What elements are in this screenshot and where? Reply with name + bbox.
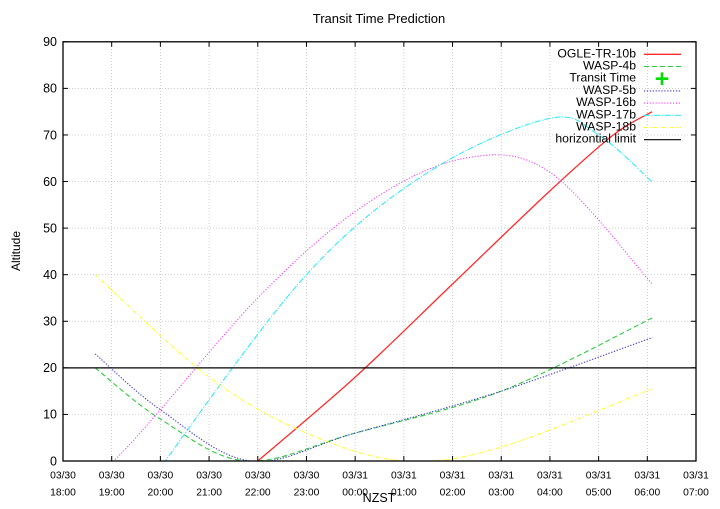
svg-text:03/31: 03/31 <box>586 471 612 482</box>
svg-text:03/30: 03/30 <box>50 471 76 482</box>
svg-text:05:00: 05:00 <box>586 488 612 499</box>
svg-text:07:00: 07:00 <box>683 488 709 499</box>
svg-text:03/31: 03/31 <box>440 471 466 482</box>
svg-text:50: 50 <box>43 221 57 235</box>
svg-text:23:00: 23:00 <box>294 488 320 499</box>
svg-text:03/30: 03/30 <box>294 471 320 482</box>
svg-text:03/30: 03/30 <box>196 471 222 482</box>
svg-text:70: 70 <box>43 128 57 142</box>
svg-text:0: 0 <box>50 454 57 468</box>
svg-text:03/31: 03/31 <box>634 471 660 482</box>
svg-text:04:00: 04:00 <box>537 488 563 499</box>
svg-text:21:00: 21:00 <box>196 488 222 499</box>
svg-text:03/30: 03/30 <box>147 471 173 482</box>
svg-text:Transit Time Prediction: Transit Time Prediction <box>313 11 445 26</box>
svg-text:03/31: 03/31 <box>488 471 514 482</box>
svg-text:06:00: 06:00 <box>634 488 660 499</box>
svg-text:18:00: 18:00 <box>50 488 76 499</box>
svg-text:03:00: 03:00 <box>488 488 514 499</box>
svg-text:90: 90 <box>43 35 57 49</box>
svg-text:03/31: 03/31 <box>342 471 368 482</box>
svg-text:10: 10 <box>43 408 57 422</box>
svg-text:80: 80 <box>43 82 57 96</box>
svg-text:03/30: 03/30 <box>245 471 271 482</box>
svg-text:60: 60 <box>43 175 57 189</box>
svg-text:22:00: 22:00 <box>245 488 271 499</box>
svg-text:Altitude: Altitude <box>9 231 23 271</box>
svg-text:03/31: 03/31 <box>683 471 709 482</box>
svg-text:19:00: 19:00 <box>99 488 125 499</box>
svg-text:20:00: 20:00 <box>147 488 173 499</box>
svg-text:03/31: 03/31 <box>391 471 417 482</box>
svg-text:02:00: 02:00 <box>440 488 466 499</box>
svg-text:20: 20 <box>43 361 57 375</box>
svg-text:03/30: 03/30 <box>99 471 125 482</box>
svg-text:horizontial limit: horizontial limit <box>555 132 636 146</box>
svg-text:30: 30 <box>43 315 57 329</box>
svg-text:40: 40 <box>43 268 57 282</box>
svg-text:03/31: 03/31 <box>537 471 563 482</box>
svg-text:NZST: NZST <box>363 491 396 504</box>
